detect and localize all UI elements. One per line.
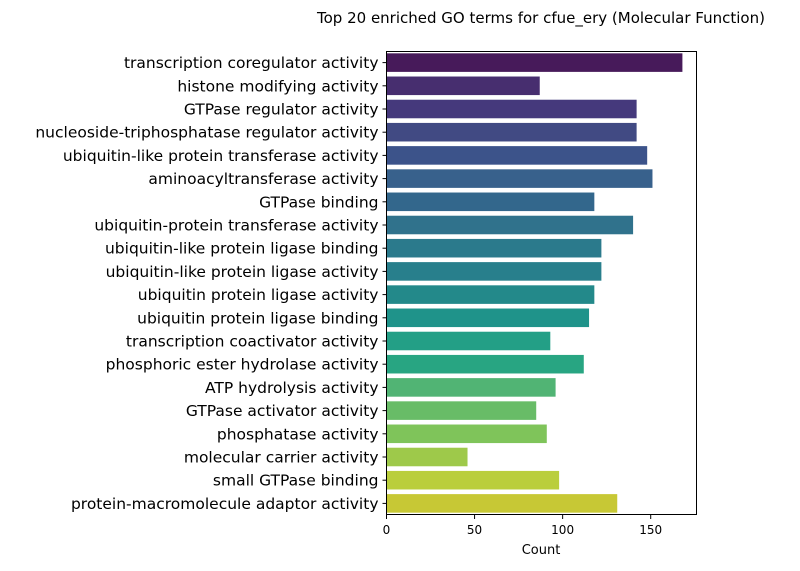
bar [386,262,602,281]
x-tick-label: 50 [467,523,482,537]
category-label: small GTPase binding [213,472,379,490]
x-tick-label: 0 [383,523,391,537]
bar [386,215,634,235]
category-label: ubiquitin-like protein ligase activity [106,263,379,281]
bar [386,169,653,188]
category-label: transcription coactivator activity [126,333,379,351]
bar [386,99,637,119]
category-label: phosphoric ester hydrolase activity [106,356,379,374]
category-label: transcription coregulator activity [124,54,379,72]
category-label: histone modifying activity [177,77,378,95]
category-label: protein-macromolecule adaptor activity [71,495,379,513]
bar [386,146,648,165]
x-tick-label: 150 [639,523,662,537]
category-label: ubiquitin protein ligase activity [138,286,379,304]
bar [386,447,468,467]
bar [386,285,595,304]
bar [386,238,602,258]
bars-group [386,53,683,513]
category-label: ubiquitin-like protein transferase activ… [63,147,379,165]
bar [386,331,551,351]
bar [386,378,556,397]
category-labels-group: transcription coregulator activity histon… [35,54,387,513]
bar [386,470,560,490]
bar [386,401,537,420]
bar [386,354,584,374]
category-label: ubiquitin-protein transferase activity [94,217,378,235]
bar [386,122,637,142]
x-axis-label: Count [522,543,561,558]
category-label: ubiquitin-like protein ligase binding [105,240,379,258]
bar [386,53,683,72]
x-ticks-group: 0 50 100 150 [383,515,662,537]
category-label: nucleoside-triphosphatase regulator acti… [35,124,378,142]
x-tick-label: 100 [551,523,574,537]
category-label: molecular carrier activity [184,449,379,467]
bar [386,308,590,328]
category-label: aminoacyltransferase activity [148,170,378,188]
chart-title: Top 20 enriched GO terms for cfue_ery (M… [316,9,765,28]
bar [386,424,547,444]
category-label: GTPase activator activity [186,402,379,420]
category-label: phosphatase activity [217,425,379,443]
category-label: ubiquitin protein ligase binding [137,309,378,327]
category-label: ATP hydrolysis activity [205,379,379,397]
category-label: GTPase regulator activity [184,101,379,119]
category-label: GTPase binding [259,193,378,211]
bar [386,76,540,96]
bar [386,494,618,513]
bar [386,192,595,212]
